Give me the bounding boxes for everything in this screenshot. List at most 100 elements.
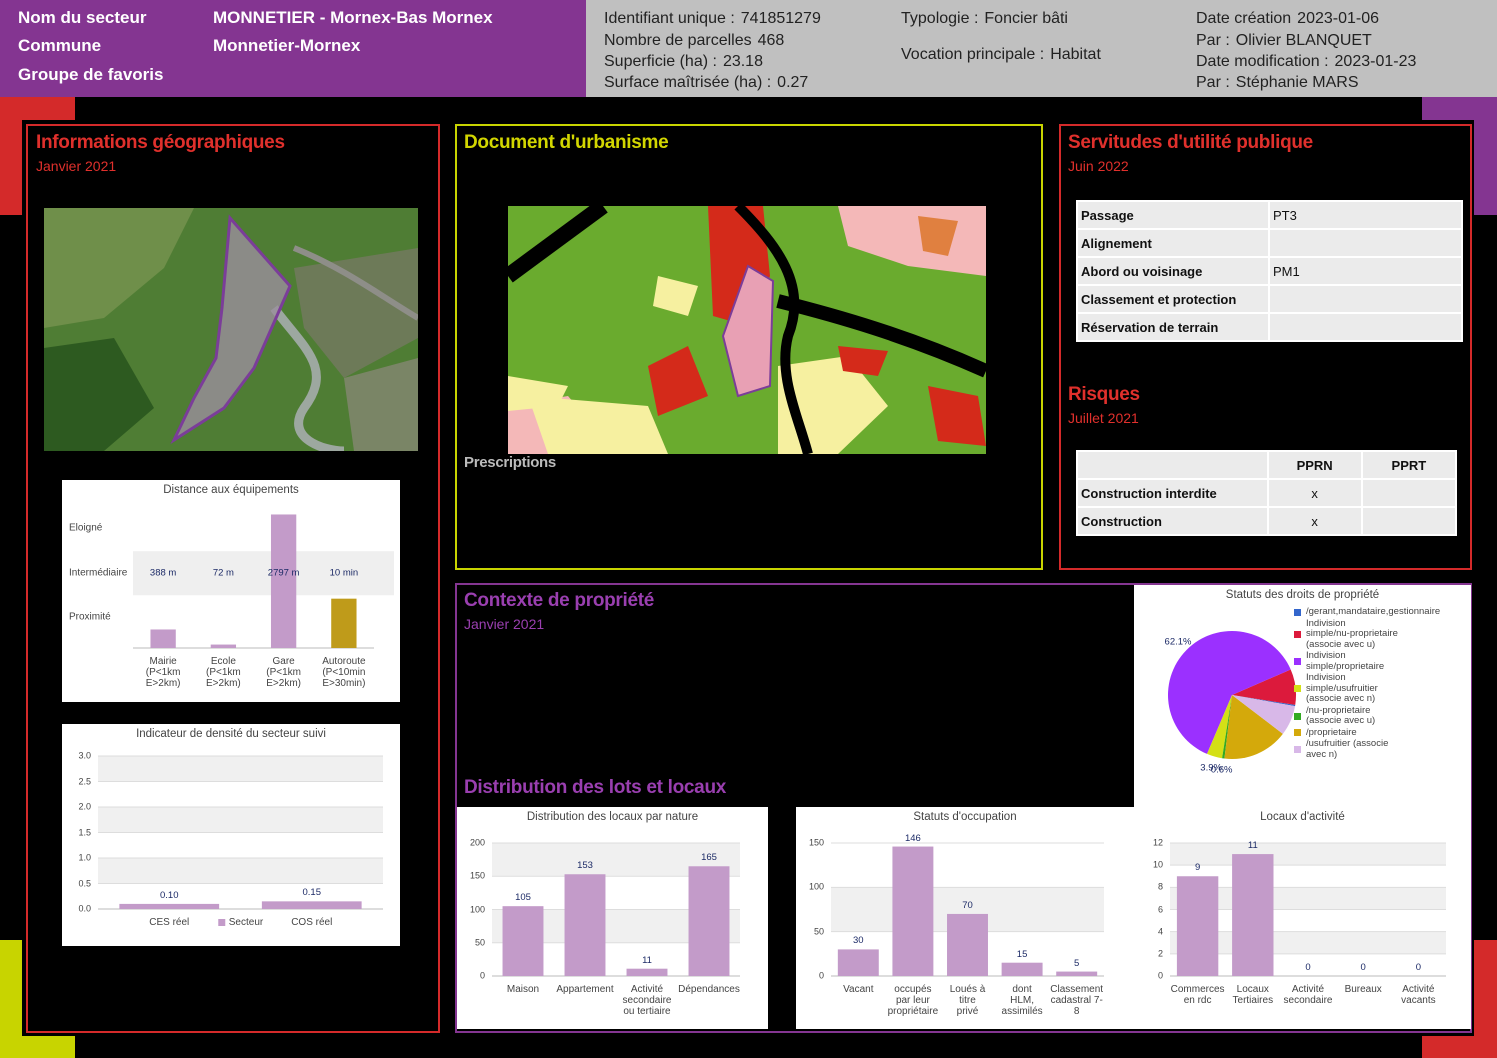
table-cell	[1360, 506, 1458, 536]
label: Autoroute (P<10min E>30min)	[322, 656, 366, 689]
grid-band	[98, 807, 383, 833]
pie-slice	[1207, 695, 1232, 759]
legend-swatch	[217, 919, 225, 926]
header-label: Groupe de favoris	[18, 65, 164, 84]
panel-date: Juillet 2021	[1068, 410, 1139, 426]
header-label: Commune	[18, 36, 102, 55]
label: 0.0	[78, 903, 91, 914]
header-info-item: Vocation principale : Habitat	[901, 46, 1101, 64]
label: 9	[1194, 862, 1201, 874]
label: 105	[515, 892, 531, 904]
risques-table: PPRN PPRT Construction interdite x Construct…	[1076, 450, 1458, 536]
chart-title: Indicateur de densité du secteur suivi	[136, 728, 326, 740]
legend-item: Indivision simple/nu-proprietaire (assoc…	[1294, 617, 1469, 651]
bar	[564, 874, 606, 976]
chart-svg	[492, 842, 740, 977]
table-cell: Classement et protection	[1076, 284, 1270, 314]
label: Eloigné	[69, 522, 103, 534]
bar	[502, 906, 544, 976]
table-row: Abord ou voisinage PM1	[1076, 256, 1463, 286]
info-label: Date création	[1196, 10, 1292, 27]
header-info-item: Par : Stéphanie MARS	[1196, 74, 1359, 92]
chart-svg	[831, 842, 1104, 977]
label: 100	[808, 881, 824, 892]
label: 8	[1157, 881, 1163, 892]
label: Vacant	[843, 984, 874, 995]
table-row: Construction interdite x	[1076, 478, 1458, 508]
legend-text: Indivision simple/usufruitier (associe a…	[1306, 672, 1378, 704]
info-value: Olivier BLANQUET	[1235, 32, 1372, 49]
label: 3.0	[78, 750, 91, 761]
chart: Indicateur de densité du secteur suivi 0.…	[62, 724, 400, 946]
bar	[1056, 971, 1098, 976]
header-info-item: Par : Olivier BLANQUET	[1196, 32, 1372, 50]
table-row: Classement et protection	[1076, 284, 1463, 314]
label: 150	[469, 870, 485, 881]
label: 15	[1016, 948, 1028, 960]
table-cell: Passage	[1076, 200, 1270, 230]
label: COS réel	[291, 917, 333, 928]
bar	[331, 598, 357, 648]
label: 0	[479, 970, 485, 981]
legend-swatch	[1294, 658, 1301, 665]
table-header-cell: PPRN	[1266, 450, 1363, 480]
label: Maison	[506, 984, 540, 995]
label: 12	[1152, 837, 1163, 848]
table-row: Passage PT3	[1076, 200, 1463, 230]
info-label: Typologie :	[901, 10, 979, 27]
table-cell	[1268, 284, 1463, 314]
label: 388 m	[149, 567, 177, 579]
legend-text: /nu-proprietaire (associe avec u)	[1306, 704, 1376, 726]
header-info-item: Identifiant unique : 741851279	[604, 10, 821, 28]
label: 150	[808, 837, 824, 848]
label: 2797 m	[267, 567, 300, 579]
label: Locaux Tertiaires	[1232, 984, 1274, 1006]
header-value: MONNETIER - Mornex-Bas Mornex	[213, 8, 493, 27]
pie-slice	[1232, 669, 1296, 705]
pie-slice	[1232, 695, 1296, 707]
info-label: Surface maîtrisée (ha) :	[604, 74, 772, 91]
label: 6	[1157, 904, 1163, 914]
header-info-item: Date modification : 2023-01-23	[1196, 53, 1416, 71]
chart-title: Statuts d'occupation	[913, 811, 1017, 823]
legend-swatch	[1294, 608, 1301, 616]
legend-swatch	[1294, 746, 1301, 753]
chart-title: Locaux d'activité	[1260, 811, 1345, 823]
chart-title: Distance aux équipements	[163, 484, 299, 496]
chart: Distribution des locaux par nature 0 50 100…	[457, 807, 768, 1029]
info-value: 2023-01-06	[1297, 10, 1380, 27]
label: 70	[962, 899, 973, 911]
header-info-item: Nombre de parcelles 468	[604, 32, 784, 50]
bar	[150, 629, 176, 648]
panel-geo	[26, 124, 440, 1033]
info-value: 0.27	[777, 74, 809, 91]
label: Classement cadastral 7-8	[1050, 984, 1104, 1017]
header-info-item: Typologie : Foncier bâti	[901, 10, 1068, 28]
label: 50	[813, 926, 824, 937]
table-header-cell	[1076, 450, 1269, 480]
pie-slice	[1224, 695, 1283, 759]
bar	[892, 846, 934, 976]
legend-text: Indivision simple/nu-proprietaire (assoc…	[1306, 617, 1398, 650]
bar	[1176, 876, 1219, 976]
legend-item: /proprietaire	[1294, 726, 1469, 739]
info-label: Vocation principale :	[901, 46, 1045, 63]
info-value: Stéphanie MARS	[1235, 74, 1359, 91]
legend-text: /proprietaire	[1306, 726, 1357, 738]
label: Bureaux	[1344, 984, 1382, 995]
grid-band	[1170, 843, 1446, 866]
table-cell: x	[1266, 478, 1363, 508]
pie-slice	[1222, 695, 1232, 759]
label: Intermédiaire	[69, 567, 128, 579]
header-info-item: Superficie (ha) : 23.18	[604, 53, 763, 71]
label: 10	[1152, 859, 1163, 870]
panel-date: Janvier 2021	[464, 616, 545, 632]
bar	[688, 866, 730, 976]
label: 153	[577, 860, 593, 872]
legend-swatch	[1294, 685, 1301, 693]
label: 2.5	[78, 776, 91, 786]
table-cell: Réservation de terrain	[1076, 312, 1270, 342]
header-info-item: Date création 2023-01-06	[1196, 10, 1379, 28]
info-value: Foncier bâti	[984, 10, 1068, 27]
